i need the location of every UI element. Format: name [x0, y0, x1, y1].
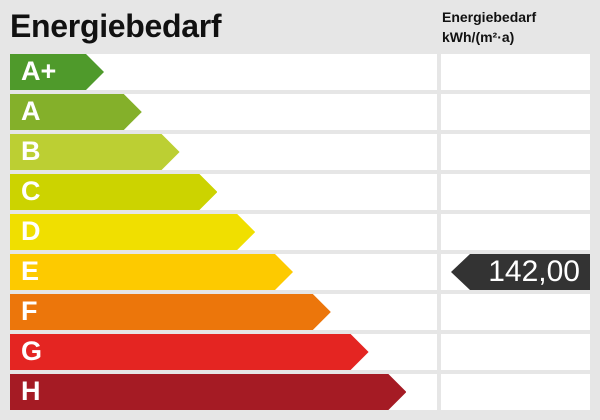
value-cell [441, 214, 590, 250]
energy-class-row: C [10, 174, 590, 210]
value-cell [441, 134, 590, 170]
energy-class-bar: C [10, 174, 217, 210]
value-cell [441, 374, 590, 410]
value-cell [441, 94, 590, 130]
energy-class-row: D [10, 214, 590, 250]
energy-class-label: F [21, 296, 38, 326]
value-cell [441, 54, 590, 90]
energy-class-label: G [21, 336, 43, 366]
energy-class-label: A+ [21, 56, 57, 86]
energy-class-bar: B [10, 134, 180, 170]
energy-class-label: D [21, 216, 41, 246]
energy-class-row: A [10, 94, 590, 130]
value-cell [441, 334, 590, 370]
column-header: Energiebedarf kWh/(m²·a) [442, 7, 536, 47]
energy-class-bar: A+ [10, 54, 104, 90]
energy-class-row: A+ [10, 54, 590, 90]
energy-class-row: G [10, 334, 590, 370]
energy-class-bar: F [10, 294, 331, 330]
energy-class-label: B [21, 136, 41, 166]
energy-class-row: H [10, 374, 590, 410]
indicator-value: 142,00 [488, 255, 580, 288]
value-cell [441, 294, 590, 330]
energy-class-bar: A [10, 94, 142, 130]
energy-class-row: F [10, 294, 590, 330]
page-title: Energiebedarf [10, 8, 222, 44]
value-cell [441, 174, 590, 210]
column-header-title: Energiebedarf [442, 9, 537, 25]
energy-class-label: C [21, 176, 41, 206]
energy-class-label: H [21, 376, 41, 406]
energy-class-bar: D [10, 214, 255, 250]
column-header-unit: kWh/(m²·a) [442, 29, 515, 45]
energy-class-row: E 142,00 [10, 254, 590, 290]
value-indicator: 142,00 [451, 254, 590, 290]
energy-class-bar: G [10, 334, 369, 370]
energy-class-row: B [10, 134, 590, 170]
energy-class-label: A [21, 96, 41, 126]
energy-class-bar: H [10, 374, 406, 410]
energy-class-label: E [21, 256, 40, 286]
energy-class-bar: E [10, 254, 293, 290]
